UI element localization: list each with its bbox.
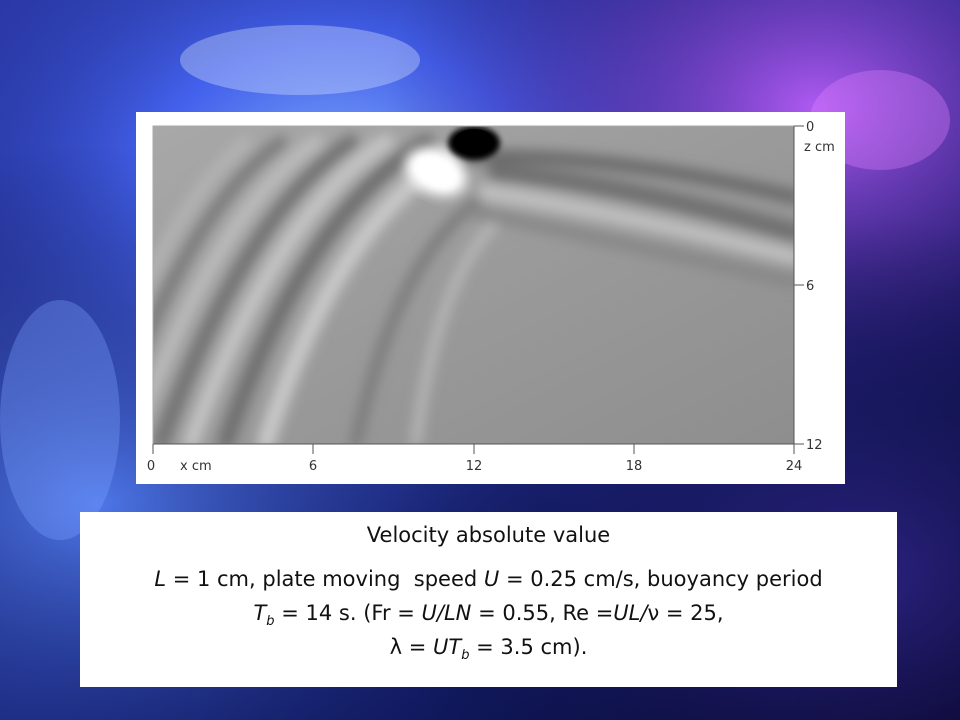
x-tick-6: 6 xyxy=(309,459,317,474)
symbol-U: U xyxy=(483,567,500,591)
symbol-UL: UL xyxy=(613,601,641,625)
caption-text: = xyxy=(402,635,434,659)
x-tick-12: 12 xyxy=(466,459,483,474)
symbol-nu: ν xyxy=(647,601,660,625)
caption-line-1: L = 1 cm, plate moving speed U = 0.25 cm… xyxy=(80,562,897,596)
caption-line-2: Tb = 14 s. (Fr = U/LN = 0.55, Re =UL/ν =… xyxy=(80,596,897,630)
symbol-slash: / xyxy=(640,601,648,625)
z-axis: 0 6 12 z cm xyxy=(793,120,835,453)
z-tick-0: 0 xyxy=(806,120,814,135)
z-tick-6: 6 xyxy=(806,279,814,294)
velocity-field-plot: 0 6 12 18 24 x cm 0 6 12 z cm xyxy=(147,120,835,474)
velocity-field-figure: 0 6 12 18 24 x cm 0 6 12 z cm xyxy=(136,112,845,484)
x-tick-0: 0 xyxy=(147,459,155,474)
x-tick-18: 18 xyxy=(626,459,643,474)
z-axis-label: z cm xyxy=(804,140,835,155)
velocity-field-image xyxy=(153,126,794,444)
caption-text: = 0.25 cm/s, buoyancy period xyxy=(499,567,823,591)
symbol-T: T xyxy=(253,601,267,625)
caption-title: Velocity absolute value xyxy=(366,523,611,547)
caption-text: = 0.55, Re = xyxy=(471,601,614,625)
symbol-L: L xyxy=(154,567,167,591)
caption-text: = 3.5 cm). xyxy=(469,635,588,659)
caption-text: = 1 cm, plate moving speed xyxy=(166,567,484,591)
z-tick-12: 12 xyxy=(806,438,823,453)
x-tick-24: 24 xyxy=(786,459,803,474)
symbol-U-over-LN: U/LN xyxy=(421,601,472,625)
caption-box: Velocity absolute value L = 1 cm, plate … xyxy=(80,512,897,687)
subscript-b: b xyxy=(266,614,275,630)
caption-line-3: λ = UTb = 3.5 cm). xyxy=(80,630,897,664)
symbol-UT: UT xyxy=(433,635,462,659)
x-axis-label: x cm xyxy=(180,459,212,474)
caption-text: = 25, xyxy=(659,601,724,625)
symbol-lambda: λ xyxy=(389,635,403,659)
caption-text: = 14 s. (Fr = xyxy=(274,601,422,625)
x-axis: 0 6 12 18 24 x cm xyxy=(147,443,803,474)
subscript-b: b xyxy=(461,648,470,664)
